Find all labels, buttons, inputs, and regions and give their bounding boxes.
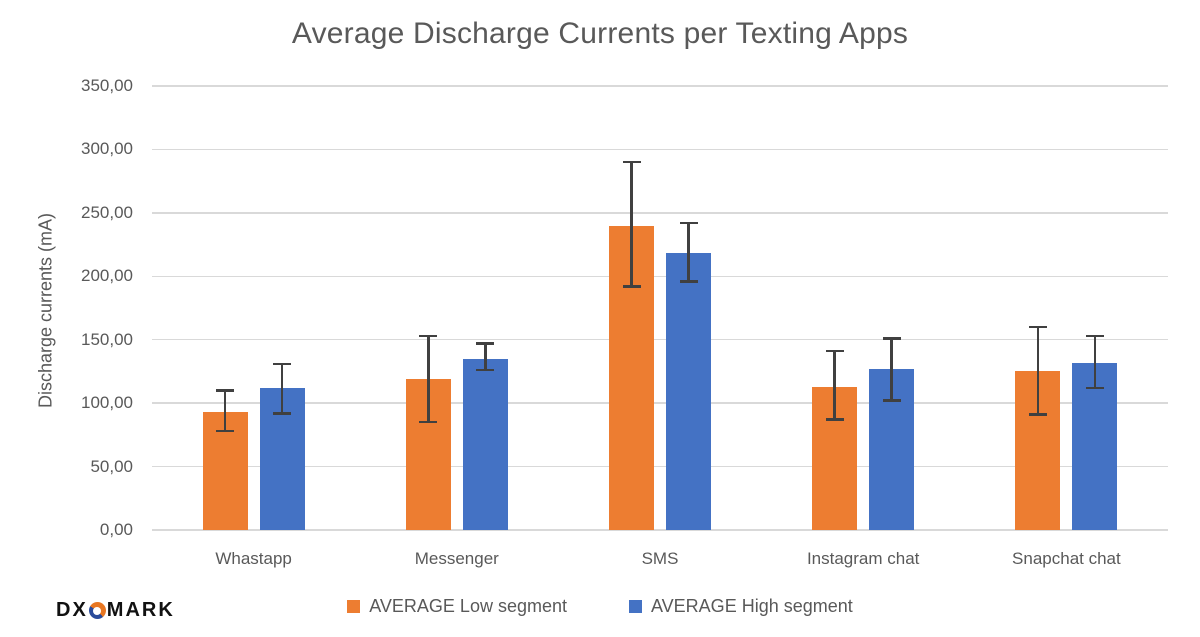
- dxomark-logo-text-left: DX: [56, 599, 88, 621]
- error-bar-cap-bottom-average-high-segment-messenger: [476, 368, 495, 372]
- gridline-250: [152, 212, 1168, 214]
- error-bar-cap-bottom-average-high-segment-sms: [679, 280, 698, 283]
- x-category-label-instagram-chat: Instagram chat: [806, 549, 920, 568]
- gridline-100: [152, 402, 1168, 404]
- x-category-label-messenger: Messenger: [414, 549, 499, 568]
- gridline-150: [152, 338, 1168, 341]
- y-tick-label: 300,00: [81, 139, 133, 159]
- error-bar-average-high-segment-messenger: [484, 343, 487, 371]
- error-bar-cap-top-average-high-segment-sms: [679, 221, 698, 225]
- y-tick-label: 0,00: [99, 520, 133, 539]
- error-bar-cap-bottom-average-low-segment-messenger: [419, 420, 438, 424]
- x-category-label-whastapp: Whastapp: [215, 549, 292, 568]
- error-bar-average-low-segment-whastapp: [223, 390, 227, 432]
- error-bar-average-high-segment-sms: [687, 223, 690, 282]
- chart-title: Average Discharge Currents per Texting A…: [291, 17, 909, 50]
- error-bar-cap-top-average-low-segment-whastapp: [216, 389, 235, 392]
- bar-average-high-segment-snapchat-chat: [1072, 362, 1118, 530]
- error-bar-cap-top-average-high-segment-whastapp: [273, 362, 292, 366]
- bar-average-high-segment-messenger: [462, 358, 508, 530]
- legend-label: AVERAGE High segment: [651, 596, 853, 616]
- bar-average-high-segment-sms: [666, 253, 711, 530]
- gridline-50: [152, 465, 1168, 468]
- legend: AVERAGE Low segment AVERAGE High segment: [0, 596, 1200, 617]
- dxomark-logo-text-right: MARK: [106, 599, 175, 621]
- error-bar-cap-bottom-average-high-segment-whastapp: [273, 412, 292, 415]
- x-category-label-sms: SMS: [641, 549, 679, 568]
- gridline-300: [152, 148, 1168, 151]
- error-bar-average-high-segment-whastapp: [280, 363, 284, 414]
- gridline-350: [152, 85, 1168, 87]
- error-bar-cap-bottom-average-low-segment-snapchat-chat: [1028, 413, 1047, 416]
- y-tick-label: 350,00: [81, 76, 133, 95]
- y-tick-label: 250,00: [81, 202, 133, 222]
- dxomark-logo-ring-icon: [88, 602, 106, 619]
- y-tick-label: 150,00: [81, 329, 133, 349]
- error-bar-average-low-segment-instagram-chat: [833, 351, 836, 420]
- y-tick-label: 100,00: [81, 393, 133, 413]
- error-bar-cap-top-average-low-segment-messenger: [419, 334, 438, 338]
- error-bar-cap-top-average-low-segment-sms: [622, 160, 641, 164]
- legend-item-average-high-segment: AVERAGE High segment: [629, 596, 853, 617]
- error-bar-average-high-segment-snapchat-chat: [1093, 335, 1097, 388]
- gridline-0: [152, 529, 1168, 531]
- legend-swatch-icon: [347, 600, 361, 613]
- error-bar-cap-bottom-average-high-segment-instagram-chat: [882, 399, 901, 402]
- legend-label: AVERAGE Low segment: [369, 596, 567, 616]
- legend-item-average-low-segment: AVERAGE Low segment: [347, 596, 567, 617]
- error-bar-cap-bottom-average-low-segment-sms: [622, 285, 641, 288]
- error-bar-cap-top-average-low-segment-instagram-chat: [825, 349, 844, 353]
- dxomark-logo: DX MARK: [56, 599, 175, 622]
- error-bar-cap-bottom-average-high-segment-snapchat-chat: [1085, 386, 1104, 390]
- x-category-label-snapchat-chat: Snapchat chat: [1012, 549, 1121, 568]
- error-bar-cap-bottom-average-low-segment-whastapp: [216, 429, 235, 433]
- error-bar-average-high-segment-instagram-chat: [890, 338, 893, 401]
- y-tick-label: 200,00: [81, 266, 133, 286]
- y-tick-label: 50,00: [90, 456, 133, 476]
- error-bar-average-low-segment-sms: [630, 162, 633, 287]
- error-bar-average-low-segment-messenger: [427, 335, 430, 423]
- error-bar-cap-top-average-high-segment-messenger: [476, 342, 495, 345]
- error-bar-cap-bottom-average-low-segment-instagram-chat: [825, 418, 844, 421]
- error-bar-average-low-segment-snapchat-chat: [1036, 327, 1040, 415]
- legend-swatch-icon: [629, 600, 642, 613]
- error-bar-cap-top-average-high-segment-instagram-chat: [882, 337, 901, 340]
- gridline-200: [152, 275, 1168, 278]
- error-bar-cap-top-average-low-segment-snapchat-chat: [1028, 325, 1047, 329]
- error-bar-cap-top-average-high-segment-snapchat-chat: [1085, 334, 1104, 338]
